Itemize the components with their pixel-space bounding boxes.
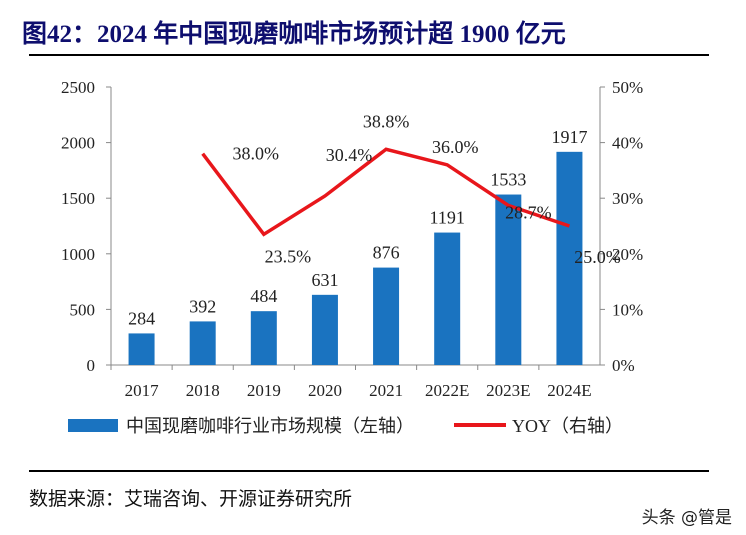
yoy-data-label: 23.5% bbox=[265, 246, 312, 266]
yoy-data-label: 38.0% bbox=[232, 144, 279, 164]
legend-bar-label: 中国现磨咖啡行业市场规模（左轴） bbox=[126, 416, 414, 436]
bar-2023E bbox=[495, 194, 522, 365]
source-note: 数据来源：艾瑞咨询、开源证券研究所 bbox=[29, 488, 353, 510]
figure-title: 图42：2024 年中国现磨咖啡市场预计超 1900 亿元 bbox=[22, 21, 566, 48]
legend-bar-swatch bbox=[68, 418, 118, 432]
x-tick-label: 2022E bbox=[425, 381, 469, 400]
right-tick-label: 20% bbox=[612, 245, 643, 264]
right-tick-label: 30% bbox=[612, 189, 643, 208]
bar-2020 bbox=[311, 294, 338, 365]
bar-2018 bbox=[189, 321, 216, 365]
right-tick-label: 50% bbox=[612, 78, 643, 97]
combo-chart: 0 500 1000 1500 2000 2500 0% 10% 20% 30% 40% 50% 201… bbox=[61, 78, 643, 400]
bar-2021 bbox=[373, 267, 400, 365]
left-tick-label: 2000 bbox=[61, 134, 95, 153]
bar-2019 bbox=[250, 311, 277, 365]
bar-2024E bbox=[556, 151, 583, 365]
bar-data-label: 284 bbox=[128, 308, 155, 328]
yoy-data-label: 25.0% bbox=[574, 247, 621, 267]
bar-data-label: 1191 bbox=[430, 208, 465, 228]
watermark: 头条 @管是 bbox=[641, 508, 732, 528]
source-rule bbox=[29, 470, 709, 472]
x-tick-label: 2017 bbox=[125, 381, 160, 400]
right-tick-label: 0% bbox=[612, 356, 635, 375]
x-tick-label: 2019 bbox=[247, 381, 281, 400]
bar-data-label: 484 bbox=[250, 286, 277, 306]
left-tick-label: 2500 bbox=[61, 78, 95, 97]
x-tick-label: 2023E bbox=[486, 381, 530, 400]
legend-line-label: YOY（右轴） bbox=[512, 416, 623, 436]
yoy-data-label: 38.8% bbox=[363, 111, 410, 131]
yoy-data-label: 28.7% bbox=[505, 202, 552, 222]
x-tick-label: 2021 bbox=[369, 381, 403, 400]
bar-2022E bbox=[434, 232, 461, 365]
yoy-line bbox=[201, 147, 570, 237]
bar-data-label: 631 bbox=[311, 270, 338, 290]
x-tick-label: 2018 bbox=[186, 381, 220, 400]
right-tick-label: 40% bbox=[612, 134, 643, 153]
yoy-data-label: 30.4% bbox=[326, 145, 373, 165]
bar-data-label: 392 bbox=[189, 296, 216, 316]
left-tick-label: 0 bbox=[87, 356, 96, 375]
title-rule bbox=[29, 54, 709, 56]
bar-data-label: 1533 bbox=[490, 170, 526, 190]
legend-line-swatch bbox=[454, 423, 506, 427]
left-tick-label: 1000 bbox=[61, 245, 95, 264]
x-tick-label: 2024E bbox=[547, 381, 591, 400]
bar-data-label: 1917 bbox=[551, 127, 587, 147]
yoy-data-label: 36.0% bbox=[432, 137, 479, 157]
x-tick-label: 2020 bbox=[308, 381, 342, 400]
bar-2017 bbox=[128, 333, 155, 365]
left-tick-label: 1500 bbox=[61, 189, 95, 208]
right-tick-label: 10% bbox=[612, 300, 643, 319]
legend: 中国现磨咖啡行业市场规模（左轴） YOY（右轴） bbox=[68, 412, 623, 438]
bar-data-label: 876 bbox=[373, 243, 400, 263]
left-tick-label: 500 bbox=[70, 300, 96, 319]
